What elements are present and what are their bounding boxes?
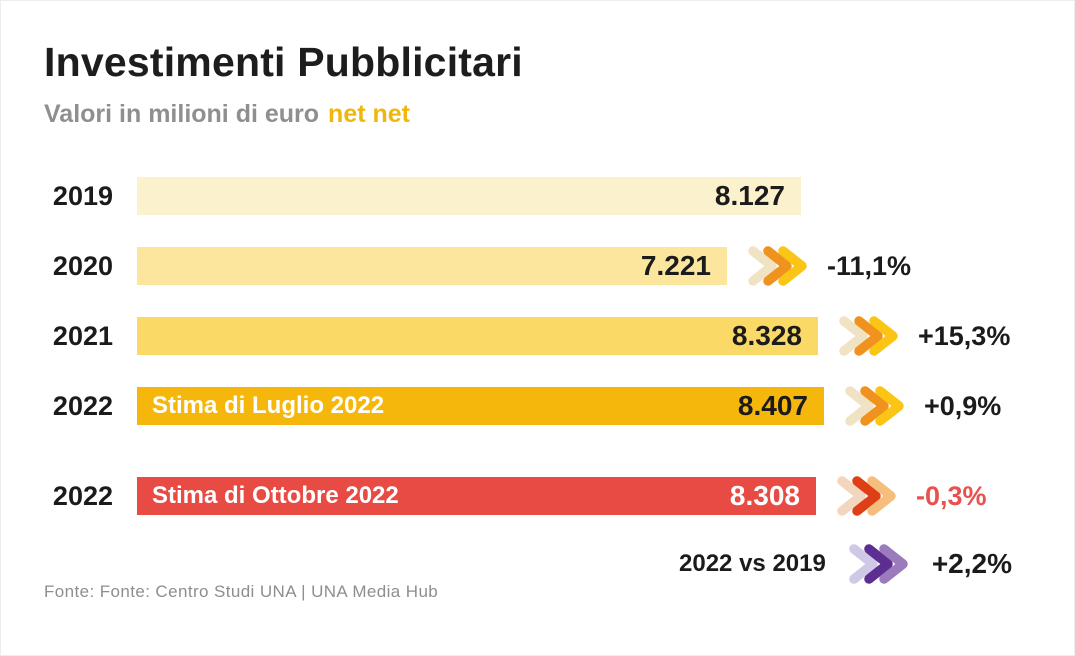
bar-value-label: 8.308: [729, 480, 800, 511]
chevron-slot: [747, 243, 811, 289]
percent-change-label: -11,1%: [827, 250, 912, 281]
year-label: 2019: [52, 180, 113, 211]
chart-bar-row: 2020 7.221 -11,1%: [1, 246, 1074, 286]
bar-inner-label: Stima di Ottobre 2022: [152, 482, 399, 509]
bar-value-label: 7.221: [640, 250, 711, 281]
page-title: Investimenti Pubblicitari: [44, 39, 523, 85]
triple-chevron-icon: [837, 476, 896, 516]
comparison-label: 2022 vs 2019: [679, 550, 826, 577]
triple-chevron-icon: [849, 544, 908, 584]
value-bar: Stima di Ottobre 2022 8.308: [137, 477, 816, 515]
percent-change-label: -0,3%: [916, 480, 987, 511]
chart-bar-row: 2019 8.127: [1, 177, 1074, 215]
chart-bar-row: 2022 Stima di Luglio 2022 8.407 +0,9%: [1, 386, 1074, 426]
bar-value-label: 8.328: [731, 320, 802, 351]
percent-change-label: +0,9%: [924, 390, 1002, 421]
comparison-row: 2022 vs 2019 +2,2%: [679, 541, 1012, 587]
triple-chevron-icon: [839, 316, 898, 356]
source-note: Fonte: Fonte: Centro Studi UNA | UNA Med…: [44, 582, 439, 601]
subtitle-highlight: net net: [328, 100, 410, 128]
year-label: 2022: [52, 480, 113, 511]
year-label: 2020: [52, 250, 113, 281]
chevron-slot: [844, 383, 908, 429]
chevron-slot: [838, 313, 902, 359]
year-label: 2021: [52, 320, 113, 351]
chart-subtitle: Valori in milioni di euro net net: [44, 100, 410, 129]
value-bar: 7.221: [137, 247, 727, 285]
chevron-slot: [848, 541, 912, 587]
chart-rows: 2019 8.127 2020 7.221 -11,1% 2021 8.328: [1, 177, 1074, 547]
bar-inner-label: Stima di Luglio 2022: [152, 392, 385, 419]
bar-value-label: 8.127: [714, 180, 785, 211]
chart-bar-row: 2022 Stima di Ottobre 2022 8.308 -0,3%: [1, 476, 1074, 516]
triple-chevron-icon: [748, 246, 807, 286]
subtitle-text: Valori in milioni di euro: [44, 100, 320, 128]
value-bar: 8.328: [137, 317, 818, 355]
chart-bar-row: 2021 8.328 +15,3%: [1, 316, 1074, 356]
bar-value-label: 8.407: [737, 390, 808, 421]
value-bar: 8.127: [137, 177, 801, 215]
comparison-percent-label: +2,2%: [931, 548, 1012, 579]
chevron-slot: [836, 473, 900, 519]
year-label: 2022: [52, 390, 113, 421]
triple-chevron-icon: [845, 386, 904, 426]
percent-change-label: +15,3%: [918, 320, 1011, 351]
value-bar: Stima di Luglio 2022 8.407: [137, 387, 824, 425]
